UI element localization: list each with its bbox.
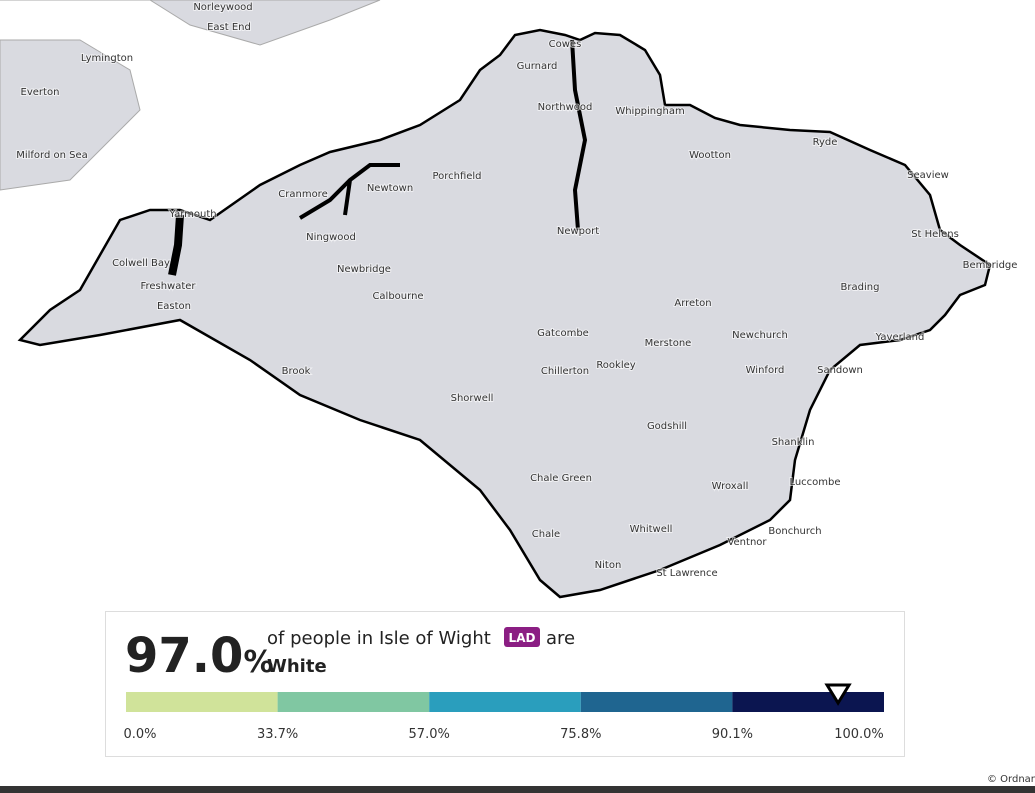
break-label: 33.7% — [257, 727, 298, 742]
newtown-estuary — [298, 163, 400, 220]
place-label: Chale Green — [530, 473, 592, 484]
river-yar — [168, 214, 184, 276]
place-label: Chale — [532, 529, 560, 540]
place-label: Northwood — [538, 102, 593, 113]
category: White — [267, 656, 327, 677]
place-label: Bonchurch — [768, 526, 821, 537]
color-segment — [580, 692, 733, 712]
place-label: Brading — [841, 282, 880, 293]
place-label: Everton — [21, 87, 60, 98]
place-label: Porchfield — [432, 171, 481, 182]
place-label: Wootton — [689, 150, 731, 161]
color-segment — [126, 692, 278, 712]
place-label: Arreton — [674, 298, 711, 309]
headline-unit: % — [243, 645, 273, 680]
break-label: 57.0% — [409, 727, 450, 742]
place-label: Newtown — [367, 183, 413, 194]
place-label: Yarmouth — [168, 209, 216, 220]
place-label: Easton — [157, 301, 191, 312]
place-label: Godshill — [647, 421, 687, 432]
color-segment — [429, 692, 581, 712]
place-label: Milford on Sea — [16, 150, 88, 161]
break-label: 75.8% — [560, 727, 601, 742]
place-label: Lymington — [81, 53, 133, 64]
place-label: Seaview — [907, 170, 949, 181]
place-label: Gurnard — [517, 61, 558, 72]
place-label: Whippingham — [615, 106, 684, 117]
legend-text: of people in Isle of Wight — [267, 628, 491, 649]
place-label: St Lawrence — [656, 568, 717, 579]
color-segment — [277, 692, 430, 712]
place-label: Yaverland — [875, 332, 925, 343]
place-label: Cranmore — [278, 189, 327, 200]
place-label: Whitwell — [630, 524, 673, 535]
place-label: Shorwell — [451, 393, 494, 404]
river-medina — [570, 39, 588, 231]
place-label: Merstone — [645, 338, 692, 349]
headline-value: 97.0% — [125, 628, 274, 684]
place-label: Winford — [746, 365, 785, 376]
place-label: Calbourne — [372, 291, 423, 302]
attribution: © Ordnan — [987, 774, 1035, 785]
place-label: Wroxall — [712, 481, 749, 492]
place-label: Brook — [282, 366, 311, 377]
place-label: Ryde — [813, 137, 838, 148]
place-label: Niton — [595, 560, 622, 571]
place-label: Freshwater — [140, 281, 196, 292]
place-label: Norleywood — [193, 2, 252, 13]
place-label: Gatcombe — [537, 328, 589, 339]
place-label: Ningwood — [306, 232, 356, 243]
place-label: Luccombe — [789, 477, 840, 488]
place-label: Cowes — [549, 39, 582, 50]
place-label: East End — [207, 22, 251, 33]
place-label: Shanklin — [772, 437, 815, 448]
break-label: 90.1% — [712, 727, 753, 742]
legend-text: are — [546, 628, 575, 649]
place-label: Chillerton — [541, 366, 589, 377]
break-label: 100.0% — [834, 727, 884, 742]
color-segment — [732, 692, 884, 712]
headline-number: 97.0 — [125, 628, 243, 684]
place-label: Newport — [557, 226, 599, 237]
value-marker — [824, 683, 852, 706]
island — [17, 28, 992, 599]
place-label: Colwell Bay — [112, 258, 170, 269]
badge: LAD — [509, 631, 536, 645]
badge-bg — [504, 627, 540, 647]
mainland — [0, 0, 381, 191]
bottom-bar — [0, 786, 1035, 793]
place-label: Newbridge — [337, 264, 391, 275]
place-label: Sandown — [817, 365, 863, 376]
place-label: Newchurch — [732, 330, 788, 341]
break-label: 0.0% — [123, 727, 156, 742]
place-label: Ventnor — [727, 537, 767, 548]
place-label: Rookley — [596, 360, 635, 371]
place-label: St Helens — [911, 229, 959, 240]
place-label: Bembridge — [963, 260, 1018, 271]
